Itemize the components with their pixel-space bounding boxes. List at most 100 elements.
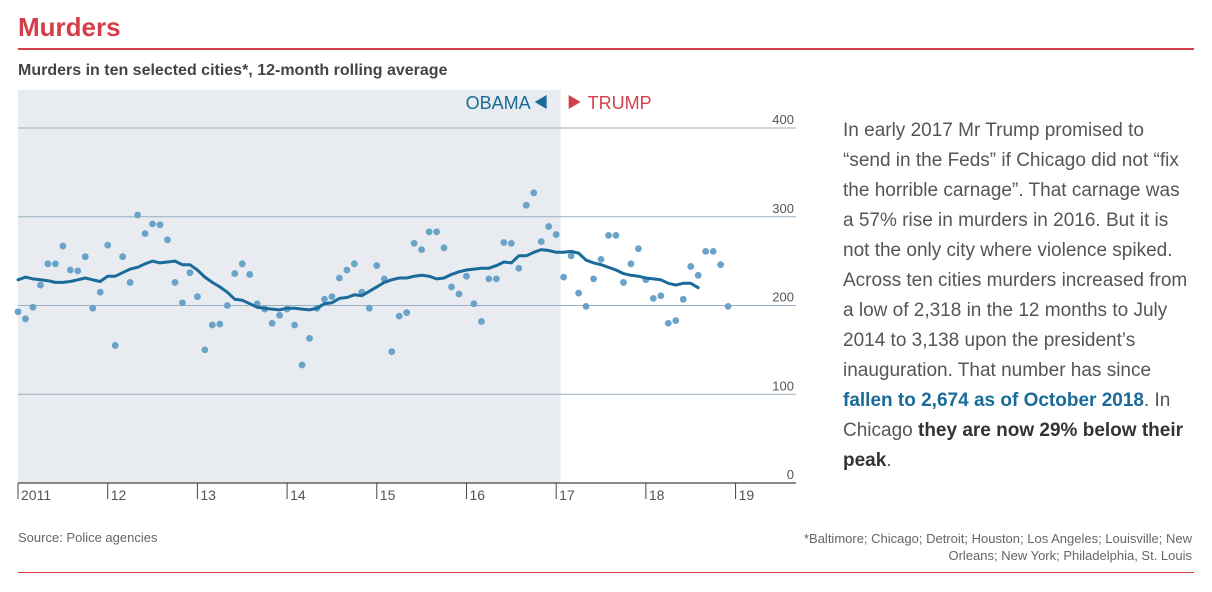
monthly-point [657, 292, 665, 300]
monthly-point [455, 290, 463, 298]
monthly-point [268, 319, 276, 327]
monthly-point [478, 318, 485, 325]
article-text-part-2: . In Chicago [843, 390, 1171, 441]
monthly-point [672, 317, 680, 324]
monthly-point [208, 321, 216, 329]
source-note: Source: Police agencies [18, 530, 158, 545]
chart-title: Murders [18, 12, 121, 42]
bold-text: they are now 29% below their peak [843, 420, 1184, 471]
monthly-point [620, 279, 627, 286]
monthly-point [522, 201, 530, 209]
monthly-point [463, 272, 470, 280]
monthly-point [425, 228, 433, 236]
monthly-point [530, 189, 538, 197]
monthly-point [66, 266, 74, 274]
monthly-point [141, 230, 149, 238]
monthly-point [96, 288, 104, 296]
monthly-point [134, 211, 141, 219]
monthly-point [149, 220, 156, 228]
monthly-point [500, 239, 508, 246]
monthly-point [545, 223, 553, 230]
y-tick-label-400: 400 [772, 112, 794, 127]
monthly-point [22, 315, 29, 323]
monthly-point [201, 346, 209, 354]
monthly-point [104, 241, 112, 249]
monthly-point [164, 236, 171, 244]
monthly-point [171, 279, 179, 286]
y-tick-label-300: 300 [772, 201, 794, 216]
monthly-point [223, 302, 231, 309]
monthly-point [694, 271, 702, 279]
monthly-point [605, 231, 612, 239]
monthly-point [664, 319, 672, 327]
monthly-point [29, 303, 37, 311]
monthly-point [111, 342, 119, 349]
monthly-point [627, 260, 635, 268]
monthly-point [306, 334, 313, 342]
monthly-point [687, 263, 695, 270]
monthly-point [74, 267, 82, 275]
monthly-point [216, 320, 224, 328]
title-rule [18, 48, 1194, 50]
y-tick-label-100: 100 [772, 378, 794, 393]
bottom-rule [18, 572, 1194, 573]
monthly-point [724, 302, 732, 310]
monthly-point [709, 247, 717, 255]
monthly-point [575, 289, 583, 297]
monthly-point [590, 275, 597, 283]
x-tick-label-19: 19 [739, 487, 755, 503]
monthly-point [395, 312, 403, 320]
monthly-point [179, 299, 186, 307]
monthly-point [328, 293, 336, 301]
monthly-point [373, 262, 381, 269]
monthly-point [291, 321, 298, 329]
monthly-point [702, 247, 710, 255]
monthly-point [649, 295, 657, 302]
monthly-point [231, 270, 239, 277]
monthly-point [126, 279, 134, 286]
monthly-point [14, 308, 22, 316]
obama-period-shade [18, 90, 561, 483]
monthly-point [635, 245, 642, 253]
x-tick-label-17: 17 [559, 487, 575, 503]
monthly-point [515, 264, 523, 272]
monthly-point [388, 348, 396, 356]
chart-subtitle: Murders in ten selected cities*, 12-mont… [18, 62, 448, 79]
obama-label: OBAMA [466, 93, 531, 113]
trump-label: TRUMP [588, 93, 652, 113]
monthly-point [193, 293, 201, 301]
x-tick-label-16: 16 [469, 487, 485, 503]
monthly-point [298, 361, 306, 369]
monthly-point [507, 239, 515, 247]
x-tick-label-2011: 2011 [21, 487, 51, 503]
monthly-point [321, 295, 328, 303]
monthly-point [485, 275, 493, 283]
monthly-point [119, 253, 127, 261]
monthly-point [51, 260, 59, 268]
monthly-point [81, 253, 89, 261]
monthly-point [89, 304, 97, 312]
monthly-point [582, 302, 590, 310]
monthly-point [470, 300, 478, 308]
x-tick-label-13: 13 [200, 487, 216, 503]
footnote: *Baltimore; Chicago; Detroit; Houston; L… [803, 531, 1192, 563]
x-tick-label-12: 12 [111, 487, 127, 503]
obama-arrow-icon [534, 95, 547, 109]
monthly-point [365, 304, 373, 312]
x-tick-label-18: 18 [649, 487, 665, 503]
monthly-point [440, 244, 448, 252]
monthly-point [186, 269, 194, 277]
y-tick-label-0: 0 [787, 467, 794, 482]
article-text-part-1: In early 2017 Mr Trump promised to “send… [843, 120, 1188, 381]
monthly-point [403, 309, 411, 316]
monthly-point [343, 266, 351, 274]
monthly-point [246, 271, 254, 278]
monthly-point [276, 311, 284, 319]
x-tick-label-15: 15 [380, 487, 396, 503]
monthly-point [336, 274, 343, 282]
monthly-point [156, 221, 164, 229]
monthly-point [537, 238, 545, 246]
monthly-point [560, 273, 568, 281]
rolling-average-line [16, 248, 700, 312]
monthly-point [418, 246, 426, 253]
